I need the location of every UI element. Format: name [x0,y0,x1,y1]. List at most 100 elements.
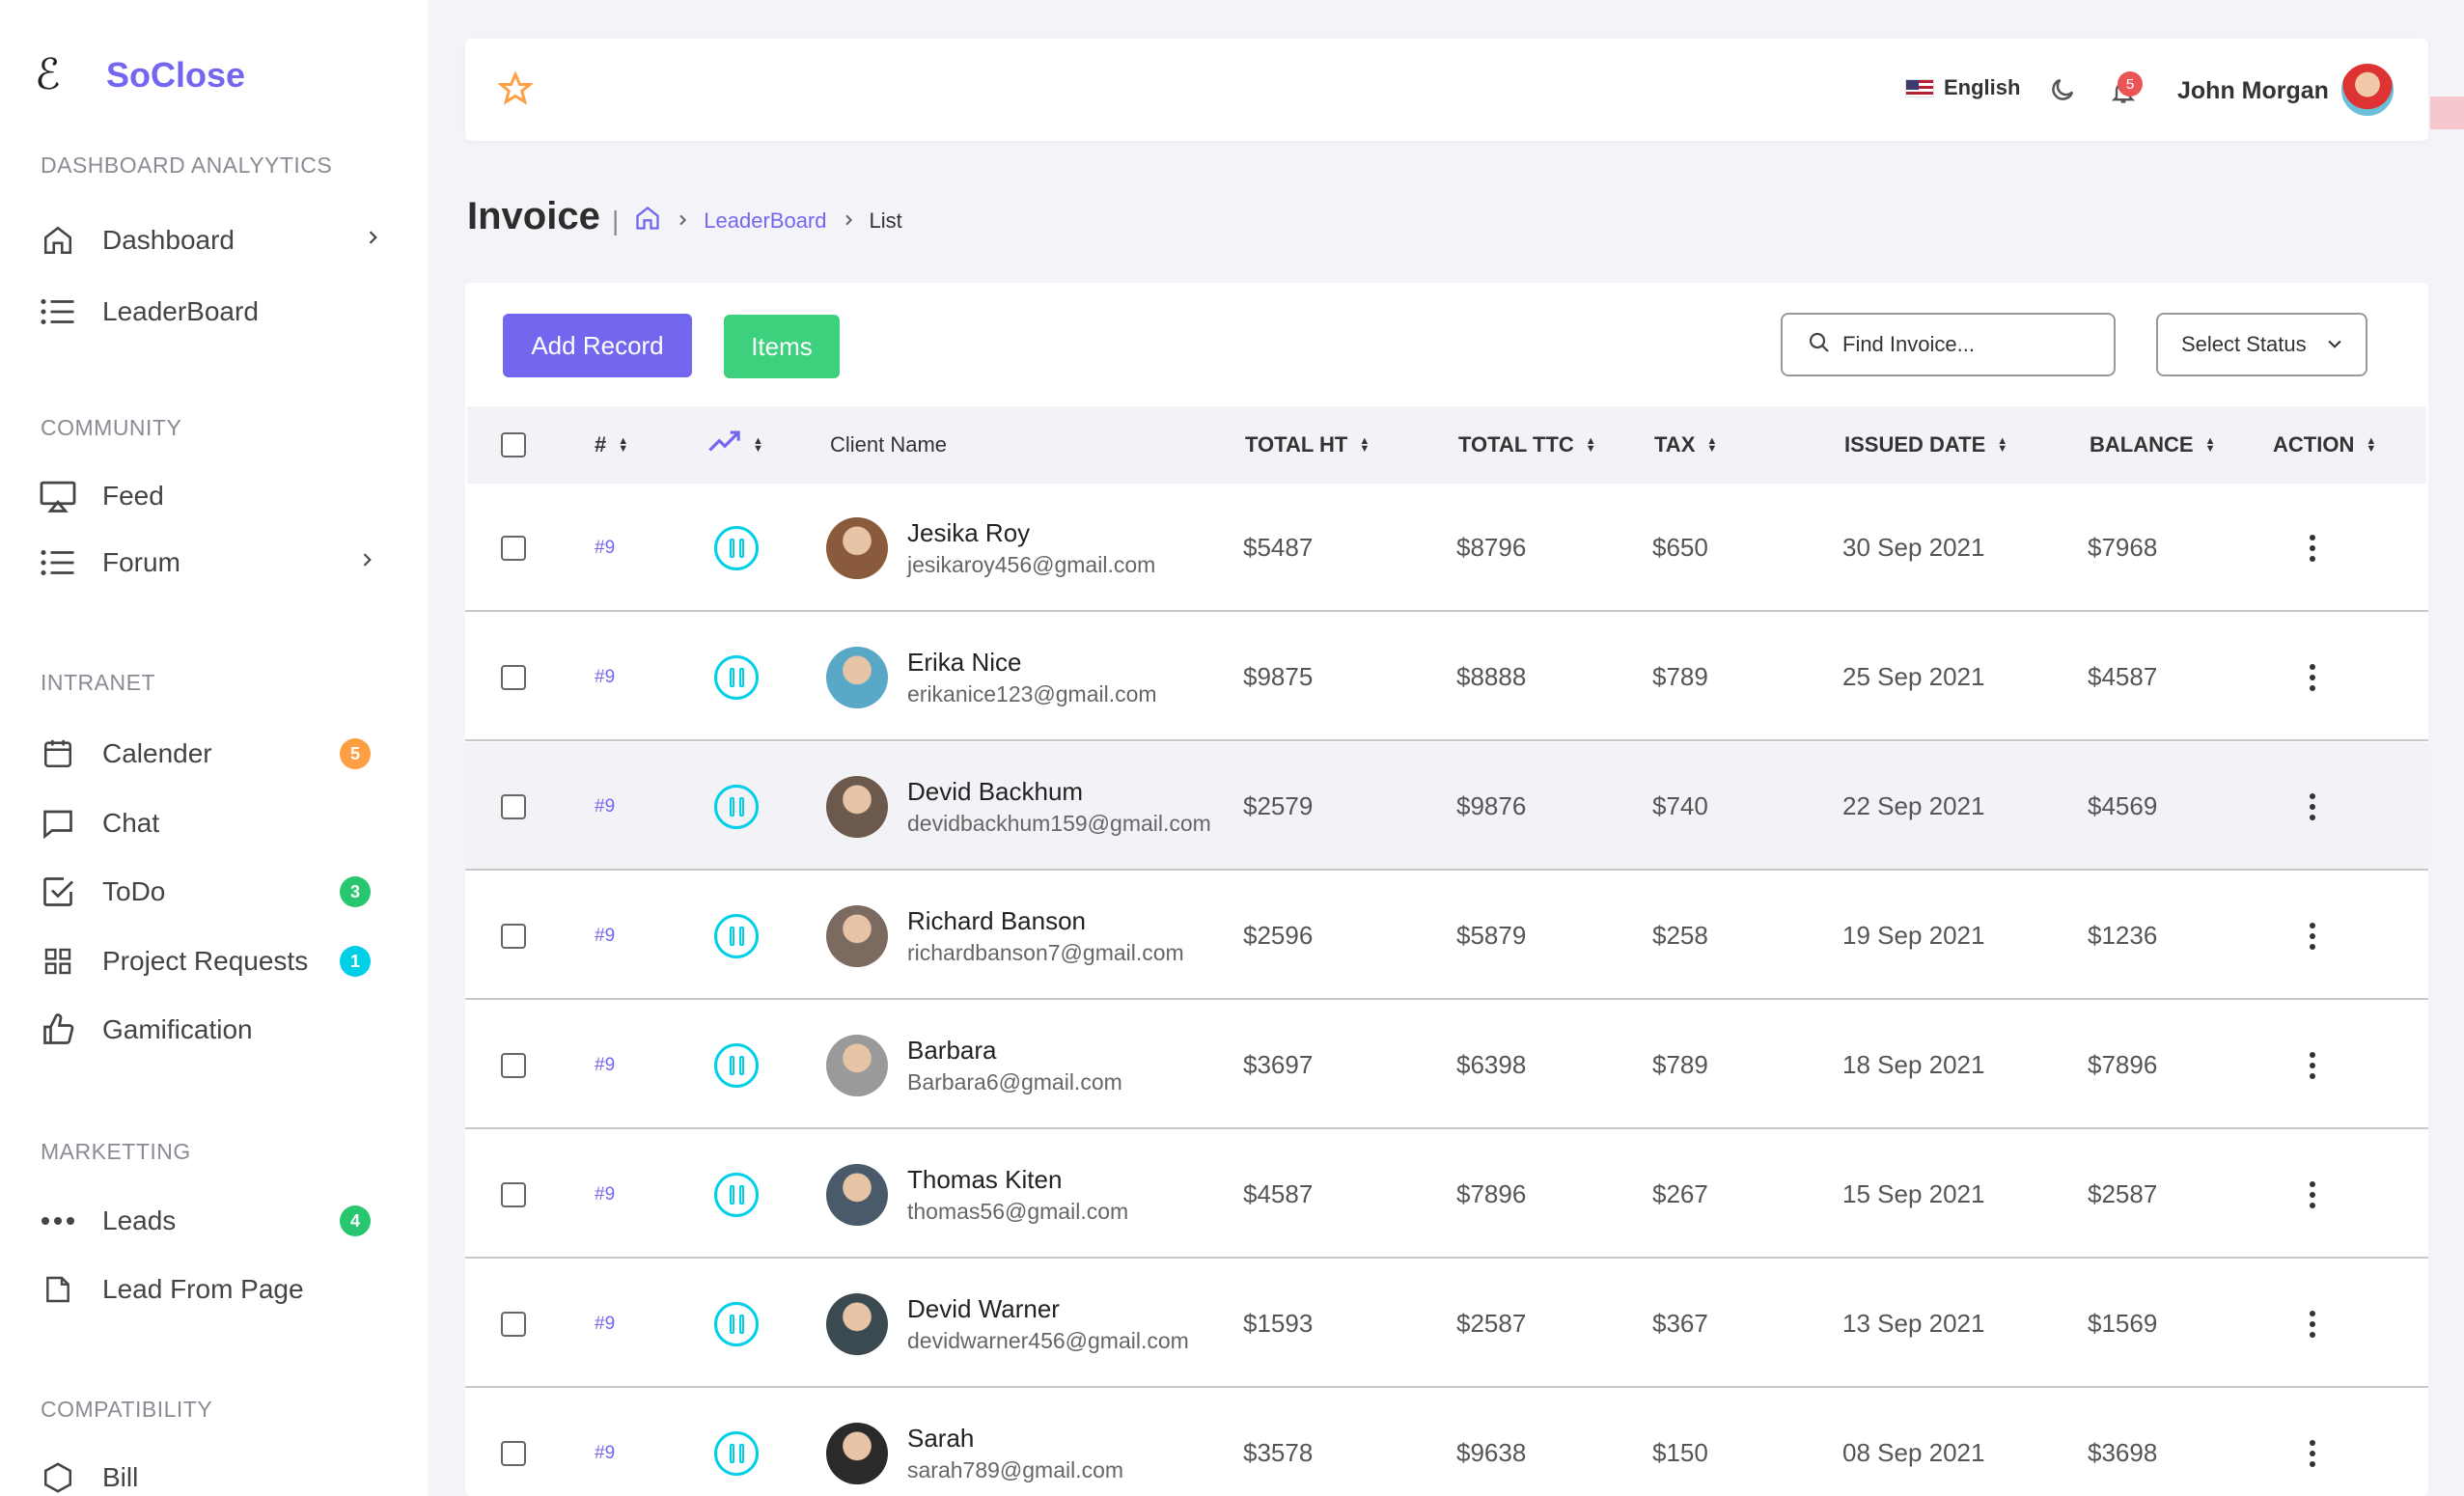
more-vertical-icon[interactable] [2310,534,2315,562]
table-row[interactable]: #9 Jesika Roy jesikaroy456@gmail.com $54… [465,484,2428,612]
more-vertical-icon[interactable] [2310,663,2315,691]
status-pause-icon[interactable] [714,1301,759,1346]
status-pause-icon[interactable] [714,913,759,958]
table-row[interactable]: #9 Devid Warner devidwarner456@gmail.com… [465,1260,2428,1388]
table-row[interactable]: #9 Erika Nice erikanice123@gmail.com $98… [465,613,2428,741]
section-title-dashboard: DASHBOARD ANALYYTICS [41,152,333,178]
avatar [826,1292,888,1355]
col-total-ttc[interactable]: TOTAL TTC ▲ ▼ [1458,406,1596,484]
row-checkbox[interactable] [501,1260,526,1388]
sidebar-item-lead-from-page[interactable]: Lead From Page [37,1263,384,1316]
status-pause-icon[interactable] [714,1430,759,1476]
status-select[interactable]: Select Status [2156,313,2367,376]
table-row[interactable]: #9 Thomas Kiten thomas56@gmail.com $4587… [465,1130,2428,1259]
more-vertical-icon[interactable] [2310,1310,2315,1338]
row-checkbox[interactable] [501,872,526,1000]
invoice-id-link[interactable]: #9 [595,925,616,946]
moon-icon[interactable] [2048,75,2077,109]
brand[interactable]: ℰ SoClose [35,50,245,99]
status-pause-icon[interactable] [714,784,759,829]
monitor-icon [37,477,79,515]
section-title-intranet: INTRANET [41,670,155,695]
row-checkbox[interactable] [501,484,526,612]
status-pause-icon[interactable] [714,1172,759,1217]
more-vertical-icon[interactable] [2310,1051,2315,1079]
client-email: jesikaroy456@gmail.com [907,551,1156,577]
sidebar-item-calender[interactable]: Calender 5 [37,728,384,780]
chevron-down-icon [2325,334,2344,359]
sidebar-item-todo[interactable]: ToDo 3 [37,866,384,918]
table-header: # ▲ ▼ ▲ ▼ Client Name TOTAL HT ▲ ▼ TOTAL TT… [467,406,2426,484]
row-checkbox[interactable] [501,1001,526,1129]
client-email: thomas56@gmail.com [907,1198,1129,1224]
issued-date: 19 Sep 2021 [1842,921,1985,950]
search-box[interactable] [1781,313,2116,376]
total-ht: $3697 [1243,1050,1314,1079]
status-pause-icon[interactable] [714,654,759,700]
more-vertical-icon[interactable] [2310,792,2315,820]
table-row[interactable]: #9 Barbara Barbara6@gmail.com $3697 $639… [465,1001,2428,1129]
section-title-marketting: MARKETTING [41,1139,191,1164]
table-row[interactable]: #9 Richard Banson richardbanson7@gmail.c… [465,872,2428,1000]
row-checkbox[interactable] [501,1389,526,1496]
select-all-checkbox[interactable] [501,406,526,484]
sidebar-item-chat[interactable]: Chat [37,797,384,849]
col-tax[interactable]: TAX ▲ ▼ [1654,406,1717,484]
invoice-id-link[interactable]: #9 [595,537,616,558]
table-row[interactable]: #9 Devid Backhum devidbackhum159@gmail.c… [465,742,2428,871]
issued-date: 25 Sep 2021 [1842,662,1985,691]
customizer-tab[interactable] [2430,97,2464,129]
star-icon[interactable] [496,70,535,111]
sidebar-item-bill[interactable]: Bill [37,1452,384,1496]
sidebar-item-leads[interactable]: Leads 4 [37,1195,384,1247]
avatar [826,1034,888,1096]
col-balance[interactable]: BALANCE ▲ ▼ [2090,406,2215,484]
invoice-id-link[interactable]: #9 [595,1442,616,1463]
issued-date: 13 Sep 2021 [1842,1309,1985,1338]
total-ht: $4587 [1243,1179,1314,1208]
home-icon[interactable] [634,205,661,237]
row-checkbox[interactable] [501,1130,526,1259]
total-ttc: $7896 [1456,1179,1527,1208]
sidebar-item-forum[interactable]: Forum [37,537,384,589]
col-issued-date[interactable]: ISSUED DATE ▲ ▼ [1844,406,2007,484]
col-id[interactable]: # ▲ ▼ [595,406,628,484]
sidebar-item-label: Leads [102,1205,177,1235]
col-action[interactable]: ACTION ▲ ▼ [2273,406,2376,484]
sidebar-item-label: Calender [102,738,212,768]
status-pause-icon[interactable] [714,525,759,570]
status-pause-icon[interactable] [714,1042,759,1088]
more-vertical-icon[interactable] [2310,1439,2315,1467]
sidebar-item-dashboard[interactable]: Dashboard [37,214,384,266]
col-total-ht[interactable]: TOTAL HT ▲ ▼ [1245,406,1370,484]
invoice-id-link[interactable]: #9 [595,1313,616,1334]
balance: $4587 [2088,662,2158,691]
more-vertical-icon[interactable] [2310,1180,2315,1208]
avatar [826,1422,888,1484]
invoice-id-link[interactable]: #9 [595,1054,616,1075]
user-name[interactable]: John Morgan [2177,77,2329,104]
chat-icon [37,804,79,843]
language-selector[interactable]: English [1905,75,2020,100]
sidebar-item-project-requests[interactable]: Project Requests 1 [37,935,384,987]
col-client[interactable]: Client Name [830,406,947,484]
add-record-button[interactable]: Add Record [503,314,692,377]
topbar: English 5 John Morgan [465,39,2428,141]
row-checkbox[interactable] [501,742,526,871]
sidebar-item-leaderboard[interactable]: LeaderBoard [37,286,384,338]
row-checkbox[interactable] [501,613,526,741]
col-trend[interactable]: ▲ ▼ [708,406,763,484]
invoice-id-link[interactable]: #9 [595,795,616,817]
breadcrumb: | LeaderBoard List [612,205,902,237]
more-vertical-icon[interactable] [2310,922,2315,950]
items-button[interactable]: Items [724,315,840,378]
user-avatar[interactable] [2339,62,2395,118]
breadcrumb-leaderboard[interactable]: LeaderBoard [704,208,827,233]
invoice-id-link[interactable]: #9 [595,1183,616,1205]
sidebar-item-feed[interactable]: Feed [37,470,384,522]
search-input[interactable] [1842,332,2103,357]
sidebar-item-gamification[interactable]: Gamification [37,1004,384,1056]
issued-date: 08 Sep 2021 [1842,1438,1985,1467]
table-row[interactable]: #9 Sarah sarah789@gmail.com $3578 $9638 … [465,1389,2428,1496]
invoice-id-link[interactable]: #9 [595,666,616,687]
